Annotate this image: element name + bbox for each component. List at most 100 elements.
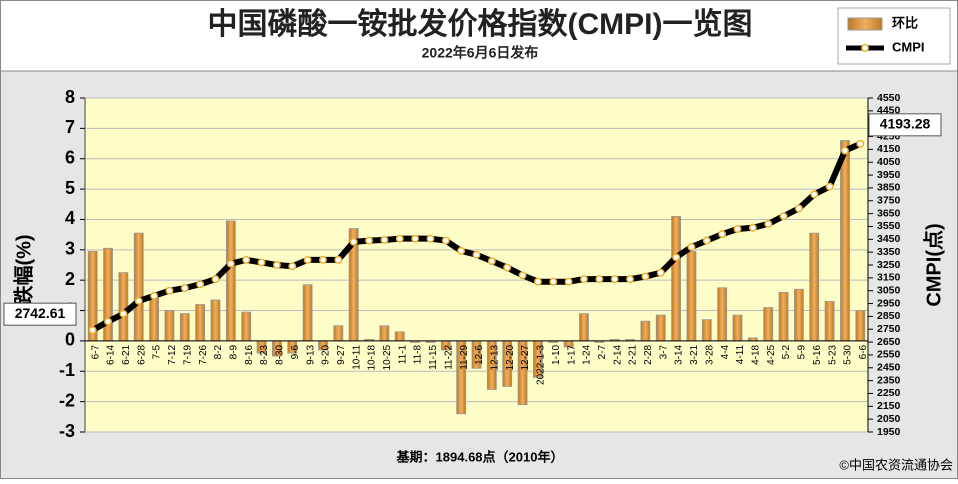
legend-label: 环比: [892, 15, 918, 30]
line-marker: [426, 234, 435, 243]
x-tick-label: 12-27: [520, 344, 531, 370]
x-tick-label: 2-28: [643, 344, 654, 364]
x-tick-label: 9-27: [336, 344, 347, 364]
bar: [379, 325, 390, 342]
x-tick-label: 2-7: [597, 344, 608, 359]
bar: [241, 311, 252, 342]
x-tick-label: 12-20: [505, 344, 516, 370]
line-marker: [242, 255, 251, 264]
y2-tick-label: 2950: [877, 297, 901, 309]
x-tick-label: 5-30: [843, 344, 854, 364]
y2-tick-label: 2350: [877, 374, 901, 386]
x-tick-label: 11-29: [459, 344, 470, 369]
bar: [179, 313, 190, 342]
line-marker: [349, 237, 358, 246]
x-tick-label: 1-10: [551, 344, 562, 364]
line-marker: [487, 257, 496, 266]
y2-tick-label: 3550: [877, 220, 901, 232]
line-marker: [733, 225, 742, 233]
y2-tick-label: 2750: [877, 323, 901, 335]
line-marker: [319, 255, 327, 264]
line-marker: [656, 268, 665, 277]
x-tick-label: 3-21: [689, 344, 700, 364]
bar: [225, 220, 236, 342]
line-marker: [119, 309, 128, 318]
line-marker: [165, 286, 174, 295]
line-marker: [411, 234, 420, 243]
y2-tick-label: 3750: [877, 195, 901, 207]
bar: [840, 140, 850, 342]
x-tick-label: 5-2: [781, 344, 792, 359]
y2-tick-label: 3950: [877, 169, 901, 181]
x-tick-label: 4-4: [720, 344, 731, 359]
y2-tick-label: 2450: [877, 362, 901, 374]
x-tick-label: 6-21: [121, 344, 132, 364]
bar: [655, 314, 666, 342]
line-marker: [365, 236, 373, 245]
x-tick-label: 9-20: [321, 344, 332, 364]
header-band: [1, 1, 957, 71]
y2-tick-label: 3050: [877, 284, 901, 296]
x-tick-label: 3-28: [704, 344, 715, 364]
x-tick-label: 11-15: [428, 344, 439, 369]
legend-marker: [861, 44, 869, 52]
y2-tick-label: 4550: [877, 92, 901, 104]
line-marker: [457, 246, 466, 255]
y2-tick-label: 2050: [877, 413, 901, 425]
line-marker: [595, 275, 604, 284]
y-tick-label: 8: [65, 87, 75, 107]
line-marker: [180, 284, 189, 293]
x-tick-label: 4-18: [750, 344, 761, 364]
y2-tick-label: 3250: [877, 259, 901, 271]
y-tick-label: 2: [65, 269, 75, 289]
x-tick-label: 2-21: [628, 344, 639, 364]
y2-tick-label: 3350: [877, 246, 901, 258]
y-tick-label: -1: [59, 360, 75, 380]
bar: [195, 304, 206, 342]
y2-tick-label: 2850: [877, 310, 901, 322]
x-tick-label: 2-14: [612, 344, 623, 364]
line-marker: [150, 291, 159, 300]
footnote: 基期：1894.68点（2010年）: [396, 449, 564, 464]
line-marker: [226, 259, 235, 268]
bar: [778, 291, 789, 342]
bar: [164, 310, 175, 342]
line-marker: [794, 204, 803, 213]
bar: [809, 232, 820, 342]
x-tick-label: 5-9: [797, 344, 808, 359]
x-tick-label: 8-9: [228, 344, 239, 359]
y-tick-label: 0: [65, 330, 75, 350]
x-tick-label: 8-2: [213, 344, 224, 359]
bar: [394, 331, 405, 342]
line-marker: [825, 182, 834, 191]
line-marker: [718, 230, 727, 239]
line-marker: [211, 275, 220, 284]
x-tick-label: 10-25: [382, 344, 393, 370]
y-tick-label: 3: [65, 239, 75, 259]
y2-tick-label: 4050: [877, 156, 901, 168]
chart-title: 中国磷酸一铵批发价格指数(CMPI)一览图: [208, 8, 753, 41]
line-marker: [104, 317, 112, 326]
y2-tick-label: 3650: [877, 207, 901, 219]
y-tick-label: -3: [59, 421, 75, 441]
line-marker: [672, 253, 681, 262]
x-tick-label: 7-5: [152, 344, 163, 359]
legend-label: CMPI: [892, 39, 925, 54]
y2-axis-label: CMPI(点): [922, 223, 945, 306]
line-marker: [779, 212, 788, 221]
x-tick-label: 1-17: [566, 344, 577, 364]
line-marker: [303, 255, 312, 264]
y2-tick-label: 1950: [877, 426, 901, 438]
line-marker: [810, 190, 819, 199]
bar: [732, 314, 743, 342]
y2-tick-label: 4150: [877, 143, 901, 155]
x-tick-label: 10-11: [351, 344, 362, 369]
x-tick-label: 6-6: [858, 344, 869, 359]
x-tick-label: 6-28: [136, 344, 147, 364]
label-box: [3, 302, 77, 326]
bar: [671, 216, 681, 342]
y2-tick-label: 2550: [877, 349, 901, 361]
line-marker: [395, 234, 404, 243]
y-tick-label: 4: [65, 208, 75, 228]
line-marker: [334, 255, 343, 264]
